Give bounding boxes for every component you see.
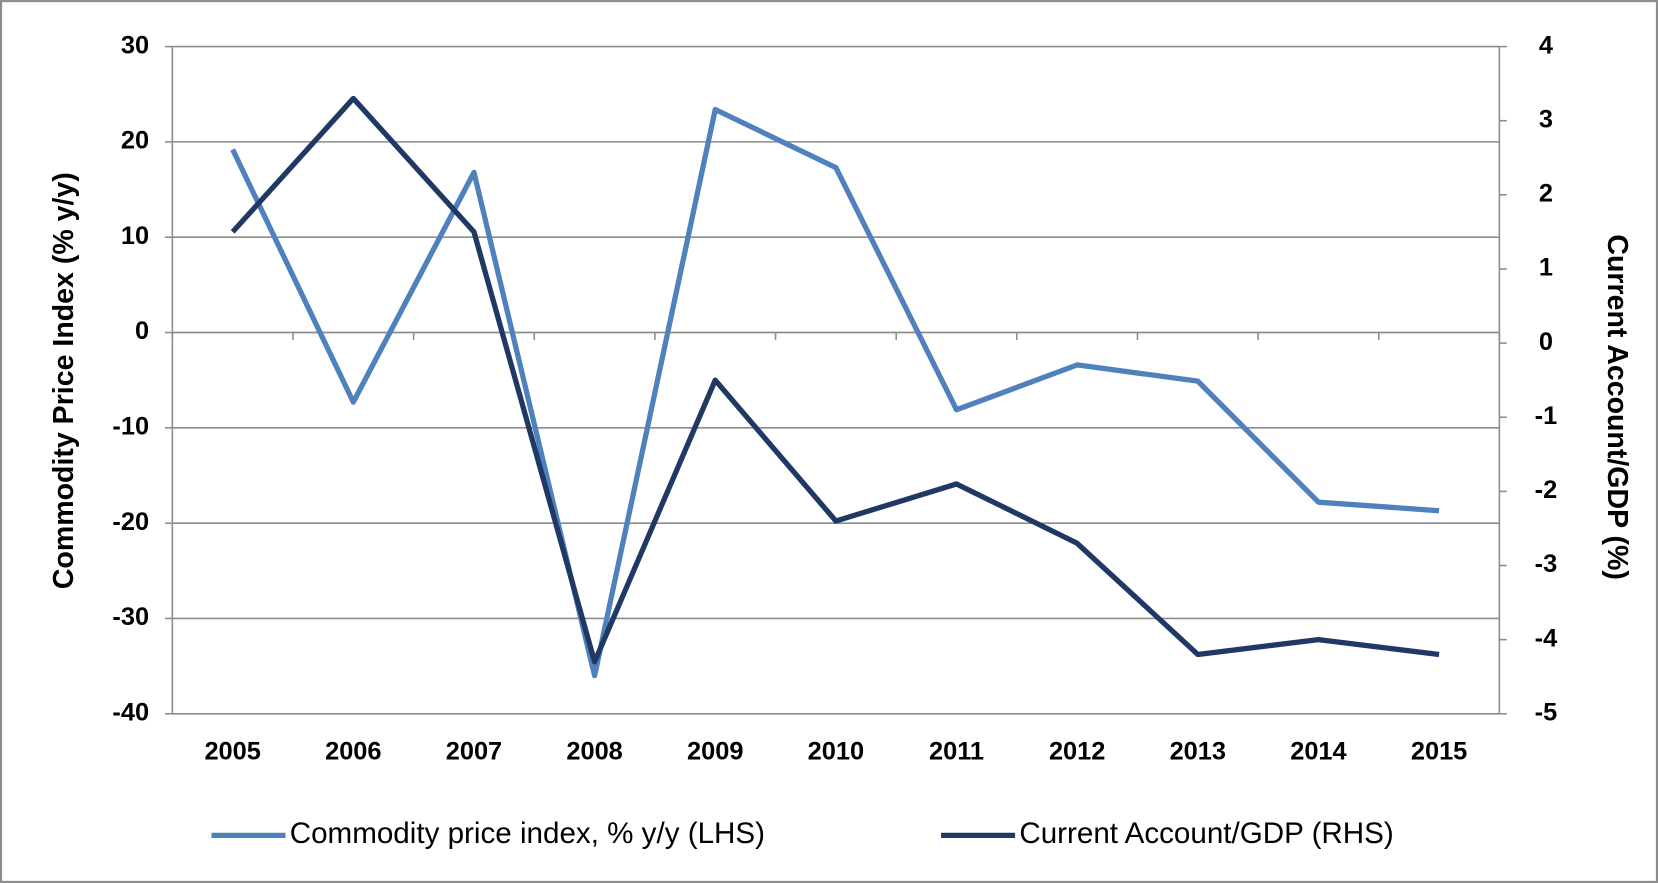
y2-tick-label: -5 bbox=[1535, 698, 1558, 726]
x-tick-label: 2005 bbox=[204, 738, 260, 766]
y-tick-label: -10 bbox=[112, 413, 149, 441]
y2-tick-label: 1 bbox=[1539, 254, 1553, 282]
y2-tick-label: 0 bbox=[1539, 328, 1553, 356]
y-tick-label: 20 bbox=[121, 127, 149, 155]
x-tick-label: 2006 bbox=[325, 738, 381, 766]
legend-label: Commodity price index, % y/y (LHS) bbox=[290, 817, 765, 850]
y2-tick-label: -2 bbox=[1535, 476, 1558, 504]
y2-tick-label: 3 bbox=[1539, 105, 1553, 133]
series-line bbox=[230, 106, 1440, 679]
x-tick-label: 2011 bbox=[929, 738, 984, 766]
y2-axis-title: Current Account/GDP (%) bbox=[1601, 234, 1633, 580]
y-tick-label: -30 bbox=[112, 603, 149, 631]
y-tick-label: -40 bbox=[112, 698, 149, 726]
series-line bbox=[230, 95, 1440, 665]
y2-tick-label: 4 bbox=[1539, 31, 1553, 59]
y-tick-label: -20 bbox=[112, 508, 149, 536]
y-tick-label: 10 bbox=[121, 222, 149, 250]
y2-tick-label: -3 bbox=[1535, 550, 1558, 578]
x-tick-label: 2008 bbox=[566, 738, 622, 766]
x-tick-label: 2010 bbox=[808, 738, 864, 766]
y2-tick-label: -1 bbox=[1535, 402, 1558, 430]
y2-tick-label: -4 bbox=[1535, 624, 1558, 652]
y2-tick-label: 2 bbox=[1539, 180, 1553, 208]
x-tick-label: 2009 bbox=[687, 738, 743, 766]
x-tick-label: 2015 bbox=[1411, 738, 1467, 766]
y-axis-title: Commodity Price Index (% y/y) bbox=[48, 172, 80, 589]
legend-label: Current Account/GDP (RHS) bbox=[1019, 817, 1393, 850]
y-tick-label: 30 bbox=[121, 31, 149, 59]
x-tick-label: 2014 bbox=[1290, 738, 1346, 766]
x-tick-label: 2012 bbox=[1049, 738, 1105, 766]
x-tick-label: 2013 bbox=[1170, 738, 1226, 766]
x-tick-label: 2007 bbox=[446, 738, 502, 766]
y-tick-label: 0 bbox=[135, 317, 149, 345]
